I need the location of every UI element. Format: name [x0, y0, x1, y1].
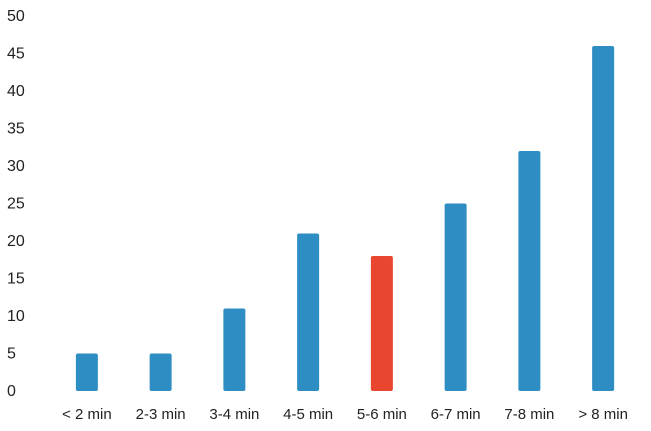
y-tick-label: 20: [7, 233, 25, 250]
y-tick-label: 45: [7, 46, 25, 63]
x-tick-label: 3-4 min: [209, 406, 259, 423]
bar-5: [444, 203, 467, 391]
bar-4: [370, 256, 393, 391]
x-tick-label: 2-3 min: [136, 406, 186, 423]
y-tick-label: 30: [7, 158, 25, 175]
bars-group: [75, 46, 615, 391]
x-tick-label: < 2 min: [62, 406, 112, 423]
y-tick-label: 5: [7, 346, 16, 363]
y-tick-label: 35: [7, 121, 25, 138]
bar-6: [518, 151, 541, 391]
x-tick-label: 6-7 min: [431, 406, 481, 423]
x-tick-label: 4-5 min: [283, 406, 333, 423]
x-axis: < 2 min 2-3 min 3-4 min 4-5 min 5-6 min 6-7 m…: [62, 406, 628, 423]
y-tick-label: 15: [7, 271, 25, 288]
bar-2: [223, 308, 246, 391]
bar-7: [592, 46, 615, 391]
x-tick-label: > 8 min: [578, 406, 628, 423]
y-tick-label: 40: [7, 83, 25, 100]
y-tick-label: 0: [7, 383, 16, 400]
x-tick-label: 7-8 min: [504, 406, 554, 423]
y-axis: 0 5 10 15 20 25 30 35 40 45 50: [7, 8, 25, 400]
y-tick-label: 25: [7, 196, 25, 213]
y-tick-label: 50: [7, 8, 25, 25]
bar-1: [149, 353, 172, 391]
bar-3: [297, 233, 320, 391]
y-tick-label: 10: [7, 308, 25, 325]
bar-0: [75, 353, 98, 391]
x-tick-label: 5-6 min: [357, 406, 407, 423]
